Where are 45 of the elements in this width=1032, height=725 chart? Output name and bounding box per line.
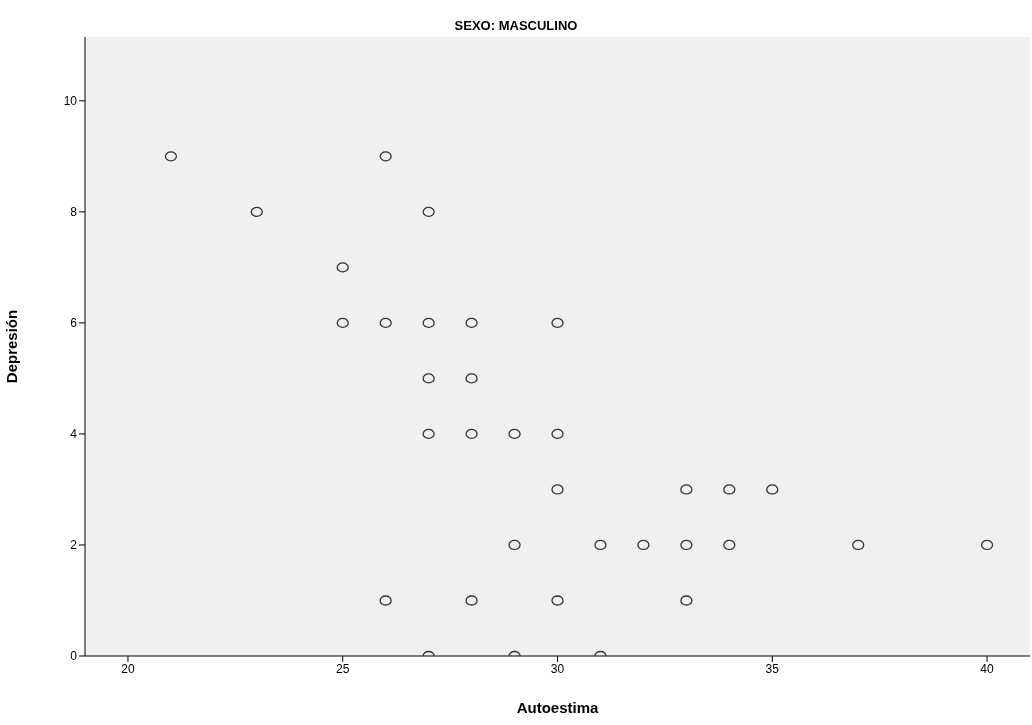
y-tick-label: 8 — [70, 205, 78, 220]
y-tick-label: 2 — [70, 538, 78, 553]
point — [723, 539, 736, 551]
point — [551, 317, 564, 329]
x-tick-label: 35 — [765, 661, 780, 676]
point — [465, 317, 478, 329]
point — [852, 539, 865, 551]
point — [250, 206, 263, 218]
point — [551, 595, 564, 606]
point — [465, 595, 478, 606]
point — [422, 317, 435, 329]
y-tick-label: 6 — [70, 316, 78, 331]
point — [551, 428, 564, 440]
y-tick-label: 0 — [70, 649, 78, 664]
point — [164, 151, 178, 162]
point — [422, 373, 435, 384]
chart-title: SEXO: MASCULINO — [453, 18, 579, 33]
point — [723, 484, 736, 495]
point — [980, 539, 994, 551]
point — [680, 539, 693, 551]
point — [422, 428, 435, 440]
x-tick-label: 20 — [121, 661, 135, 676]
point — [637, 539, 650, 551]
point — [508, 428, 521, 440]
point — [336, 262, 349, 273]
point — [422, 206, 435, 218]
point — [379, 317, 392, 329]
point — [379, 151, 392, 162]
y-tick-label: 4 — [70, 427, 78, 442]
point — [508, 539, 521, 551]
x-axis-title: Autoestima — [516, 699, 599, 716]
point — [766, 484, 779, 495]
point — [551, 484, 564, 495]
y-axis-title: Depresión — [3, 309, 21, 384]
point — [680, 484, 693, 495]
y-tick-label: 10 — [63, 94, 78, 109]
point — [594, 539, 607, 551]
point — [465, 373, 478, 384]
x-tick-label: 30 — [550, 661, 565, 676]
point — [379, 595, 392, 606]
point — [336, 317, 349, 329]
x-tick-label: 25 — [336, 661, 350, 676]
point — [465, 428, 478, 440]
x-tick-label: 40 — [980, 661, 995, 676]
point — [680, 595, 693, 606]
